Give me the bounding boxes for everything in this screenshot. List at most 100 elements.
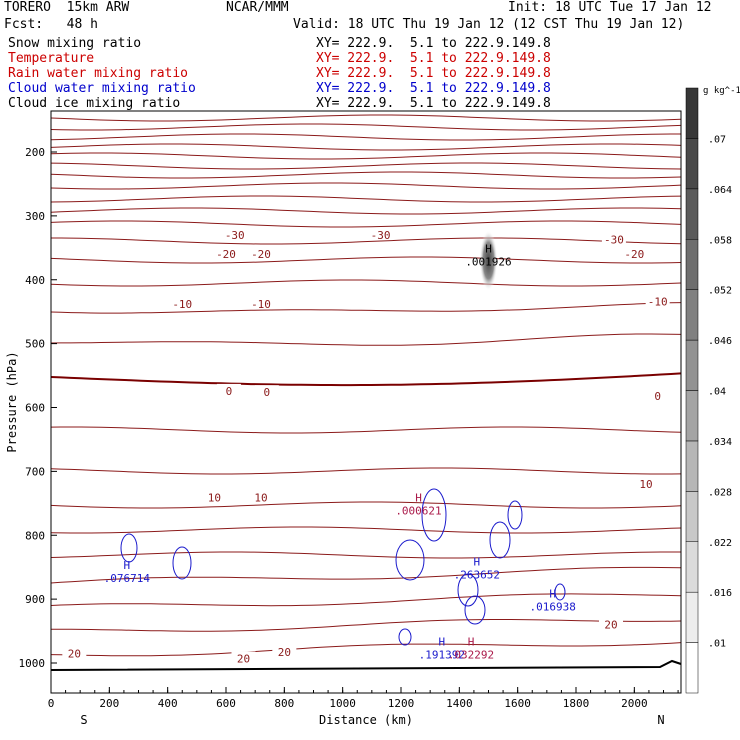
temperature-label-bg (645, 389, 670, 402)
temperature-contour (50, 207, 682, 215)
colorbar-label-10: .07 (708, 134, 726, 145)
temperature-contour (50, 114, 682, 122)
temperature-contour (50, 551, 681, 559)
temperature-label-bg (231, 651, 256, 664)
model-title: TORERO 15km ARW (4, 0, 130, 15)
temperature-contour (50, 426, 682, 434)
temperature-contour (50, 162, 682, 170)
temperature-label-9: 0 (226, 385, 233, 398)
cloud-water-contour (395, 539, 425, 581)
colorbar-units: g kg^-1 (703, 86, 740, 96)
extremum-kind-1: H (124, 559, 131, 572)
temperature-contour (50, 593, 682, 607)
colorbar-bin (685, 138, 699, 190)
temperature-contour (50, 372, 682, 387)
extremum-kind-2: H (415, 492, 422, 505)
y-tick-label-1: 300 (25, 210, 45, 223)
colorbar-bin (685, 289, 699, 341)
temperature-contour (50, 171, 682, 179)
colorbar-label-9: .064 (708, 185, 732, 196)
temperature-label-16: 20 (237, 653, 250, 666)
temperature-label-17: 20 (278, 646, 291, 659)
temperature-contour (50, 279, 682, 287)
temperature-label-10: 0 (264, 386, 271, 399)
x-tick-label-5: 1000 (329, 697, 356, 710)
cloud-water-contour (120, 533, 138, 563)
y-tick-label-6: 800 (25, 529, 45, 542)
x-tick-label-8: 1600 (504, 697, 531, 710)
legend-name-2: Rain water mixing ratio (8, 66, 189, 81)
temperature-label-15: 20 (68, 647, 81, 660)
temperature-label-4: -20 (251, 248, 271, 261)
legend-name-3: Cloud water mixing ratio (8, 81, 196, 96)
temperature-label-18: 20 (604, 619, 617, 632)
x-tick-label-6: 1200 (388, 697, 415, 710)
y-tick-label-5: 700 (25, 465, 45, 478)
x-tick-label-9: 1800 (563, 697, 590, 710)
extremum-kind-6: H (468, 635, 475, 648)
temperature-contour (50, 642, 682, 657)
extremum-value-3: .263652 (454, 569, 500, 582)
x-tick-label-4: 800 (274, 697, 294, 710)
temperature-label-12: 10 (208, 492, 221, 505)
temperature-label-bg (202, 490, 227, 503)
y-tick-label-8: 1000 (19, 657, 46, 670)
colorbar-label-3: .028 (708, 487, 732, 498)
y-tick-label-3: 500 (25, 338, 45, 351)
extremum-kind-5: H (439, 635, 446, 648)
temperature-contour (51, 619, 682, 632)
colorbar-bin (685, 642, 699, 694)
temperature-contour (50, 195, 682, 203)
valid-time: Valid: 18 UTC Thu 19 Jan 12 (12 CST Thu … (293, 17, 685, 32)
colorbar-bin (685, 390, 699, 442)
colorbar-bin (685, 591, 699, 643)
colorbar-label-8: .058 (708, 235, 732, 246)
temperature-label-11: 0 (654, 390, 661, 403)
init-time: Init: 18 UTC Tue 17 Jan 12 (508, 0, 712, 15)
temperature-label-bg (216, 383, 241, 396)
y-tick-label-2: 400 (25, 274, 45, 287)
x-tick-label-7: 1400 (446, 697, 473, 710)
cloud-water-contour (421, 488, 447, 542)
x-tick-label-0: 0 (48, 697, 55, 710)
temperature-contour (50, 302, 682, 314)
y-tick-label-7: 900 (25, 593, 45, 606)
temperature-label-bg (249, 247, 273, 260)
colorbar-bin (685, 491, 699, 543)
temperature-label-bg (62, 646, 87, 659)
organization: NCAR/MMM (226, 0, 289, 15)
temperature-label-bg (214, 247, 238, 260)
cloud-water-contour (457, 573, 479, 607)
cloud-water-contour (507, 500, 523, 530)
cloud-water-contour (554, 583, 566, 601)
temperature-label-bg (254, 385, 279, 398)
legend-xy-1: XY= 222.9. 5.1 to 222.9.149.8 (316, 51, 551, 66)
temperature-contour (50, 133, 681, 141)
temperature-label-bg (601, 232, 626, 245)
x-axis-label: Distance (km) (319, 713, 413, 727)
colorbar-label-2: .022 (708, 538, 732, 549)
extremum-value-2: .000621 (395, 505, 441, 518)
x-tick-label-2: 400 (158, 697, 178, 710)
colorbar-label-0: .01 (708, 639, 726, 650)
y-tick-label-0: 200 (25, 146, 45, 159)
colorbar-label-1: .016 (708, 588, 732, 599)
cloud-water-contour (489, 521, 511, 559)
cloud-water-contour (172, 546, 192, 580)
colorbar-label-6: .046 (708, 336, 732, 347)
temperature-label-bg (599, 617, 623, 630)
temperature-contour (50, 143, 682, 151)
colorbar-bin (685, 541, 699, 593)
temperature-label-bg (645, 294, 670, 307)
snow-shading (479, 230, 498, 291)
temperature-label-2: -30 (604, 234, 624, 247)
temperature-contour (50, 467, 682, 475)
temperature-contour (50, 123, 682, 131)
temperature-label-3: -20 (216, 248, 236, 261)
temperature-label-1: -30 (371, 229, 391, 242)
colorbar-label-4: .034 (708, 437, 732, 448)
extremum-value-5: .191392 (419, 648, 465, 661)
temperature-label-8: -10 (648, 295, 668, 308)
temperature-label-14: 10 (639, 478, 652, 491)
endpoint-left: S (80, 713, 87, 727)
